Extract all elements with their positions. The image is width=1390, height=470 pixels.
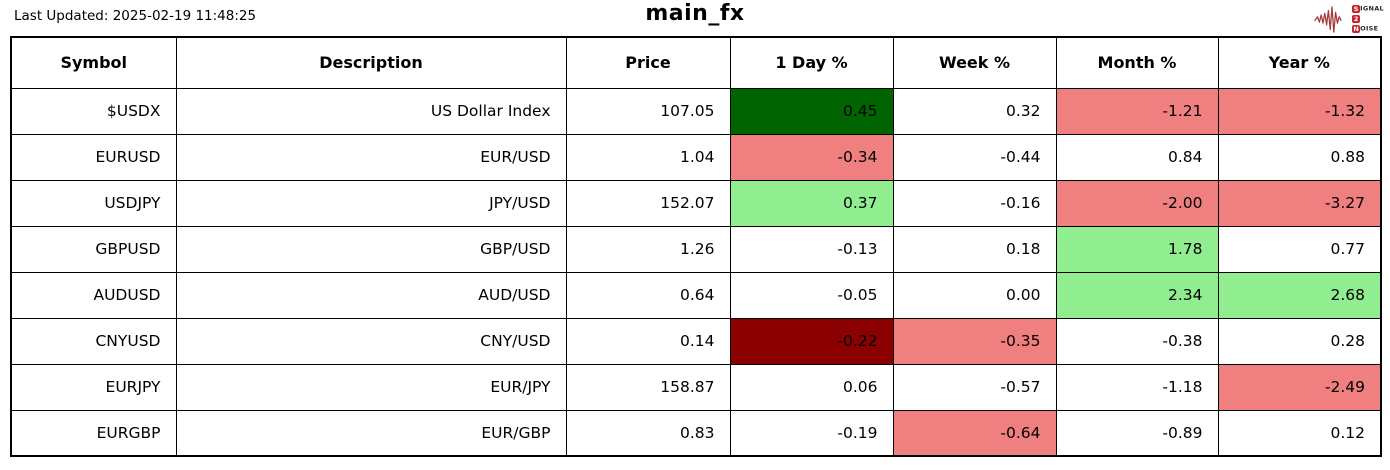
col-header-price: Price [565, 36, 731, 89]
signal2noise-logo: S IGNAL 2 NOISE [1314, 2, 1384, 34]
cell-month-pct: -1.21 [1055, 87, 1219, 135]
cell-1day-pct: -0.34 [729, 133, 894, 181]
cell-symbol: AUDUSD [10, 271, 177, 319]
col-header-1day: 1 Day % [729, 36, 894, 89]
cell-year-pct: 0.88 [1217, 133, 1382, 181]
page-title: main_fx [645, 1, 745, 26]
table-header-row: Symbol Description Price 1 Day % Week % … [10, 36, 1382, 89]
cell-description: US Dollar Index [175, 87, 567, 135]
cell-description: EUR/JPY [175, 363, 567, 411]
logo-word-oise: OISE [1360, 24, 1379, 33]
cell-year-pct: 0.12 [1217, 409, 1382, 457]
cell-week-pct: 0.18 [892, 225, 1057, 273]
table-row: USDJPY JPY/USD 152.07 0.37 -0.16 -2.00 -… [10, 179, 1382, 227]
cell-symbol: $USDX [10, 87, 177, 135]
cell-1day-pct: 0.37 [729, 179, 894, 227]
cell-description: EUR/GBP [175, 409, 567, 457]
cell-description: CNY/USD [175, 317, 567, 365]
cell-price: 0.14 [565, 317, 731, 365]
cell-description: AUD/USD [175, 271, 567, 319]
table-row: EURUSD EUR/USD 1.04 -0.34 -0.44 0.84 0.8… [10, 133, 1382, 181]
table-row: GBPUSD GBP/USD 1.26 -0.13 0.18 1.78 0.77 [10, 225, 1382, 273]
cell-symbol: USDJPY [10, 179, 177, 227]
cell-description: GBP/USD [175, 225, 567, 273]
cell-week-pct: -0.35 [892, 317, 1057, 365]
cell-1day-pct: -0.19 [729, 409, 894, 457]
col-header-week: Week % [892, 36, 1057, 89]
cell-1day-pct: -0.05 [729, 271, 894, 319]
cell-year-pct: 2.68 [1217, 271, 1382, 319]
cell-month-pct: -0.38 [1055, 317, 1219, 365]
table-row: EURGBP EUR/GBP 0.83 -0.19 -0.64 -0.89 0.… [10, 409, 1382, 457]
cell-1day-pct: 0.06 [729, 363, 894, 411]
col-header-month: Month % [1055, 36, 1219, 89]
cell-month-pct: 2.34 [1055, 271, 1219, 319]
last-updated-text: Last Updated: 2025-02-19 11:48:25 [14, 8, 257, 24]
seismic-waveform-icon [1314, 6, 1342, 33]
cell-1day-pct: 0.45 [729, 87, 894, 135]
cell-description: EUR/USD [175, 133, 567, 181]
cell-week-pct: 0.00 [892, 271, 1057, 319]
cell-week-pct: -0.57 [892, 363, 1057, 411]
col-header-description: Description [175, 36, 567, 89]
cell-year-pct: -2.49 [1217, 363, 1382, 411]
cell-price: 158.87 [565, 363, 731, 411]
cell-price: 0.64 [565, 271, 731, 319]
cell-year-pct: -3.27 [1217, 179, 1382, 227]
cell-price: 107.05 [565, 87, 731, 135]
cell-1day-pct: -0.13 [729, 225, 894, 273]
logo-line-signal: S IGNAL [1352, 3, 1384, 13]
col-header-year: Year % [1217, 36, 1382, 89]
cell-symbol: EURJPY [10, 363, 177, 411]
table-row: EURJPY EUR/JPY 158.87 0.06 -0.57 -1.18 -… [10, 363, 1382, 411]
cell-1day-pct: -0.22 [729, 317, 894, 365]
logo-badge-s: S [1352, 4, 1361, 13]
logo-text: S IGNAL 2 NOISE [1352, 3, 1384, 33]
table-row: CNYUSD CNY/USD 0.14 -0.22 -0.35 -0.38 0.… [10, 317, 1382, 365]
cell-month-pct: 0.84 [1055, 133, 1219, 181]
cell-week-pct: 0.32 [892, 87, 1057, 135]
cell-year-pct: 0.28 [1217, 317, 1382, 365]
cell-month-pct: -0.89 [1055, 409, 1219, 457]
cell-year-pct: -1.32 [1217, 87, 1382, 135]
logo-badge-n: N [1352, 24, 1361, 33]
cell-price: 1.04 [565, 133, 731, 181]
cell-symbol: CNYUSD [10, 317, 177, 365]
table-row: $USDX US Dollar Index 107.05 0.45 0.32 -… [10, 87, 1382, 135]
cell-year-pct: 0.77 [1217, 225, 1382, 273]
logo-line-noise: NOISE [1352, 23, 1384, 33]
cell-symbol: EURGBP [10, 409, 177, 457]
cell-week-pct: -0.16 [892, 179, 1057, 227]
cell-price: 0.83 [565, 409, 731, 457]
cell-week-pct: -0.64 [892, 409, 1057, 457]
table-row: AUDUSD AUD/USD 0.64 -0.05 0.00 2.34 2.68 [10, 271, 1382, 319]
cell-price: 152.07 [565, 179, 731, 227]
cell-description: JPY/USD [175, 179, 567, 227]
cell-week-pct: -0.44 [892, 133, 1057, 181]
fx-table: Symbol Description Price 1 Day % Week % … [10, 36, 1382, 457]
logo-word-ignal: IGNAL [1360, 4, 1384, 13]
logo-line-2: 2 [1352, 13, 1384, 23]
cell-month-pct: -1.18 [1055, 363, 1219, 411]
col-header-symbol: Symbol [10, 36, 177, 89]
cell-month-pct: 1.78 [1055, 225, 1219, 273]
cell-month-pct: -2.00 [1055, 179, 1219, 227]
cell-symbol: GBPUSD [10, 225, 177, 273]
logo-badge-2: 2 [1352, 14, 1361, 23]
cell-symbol: EURUSD [10, 133, 177, 181]
cell-price: 1.26 [565, 225, 731, 273]
